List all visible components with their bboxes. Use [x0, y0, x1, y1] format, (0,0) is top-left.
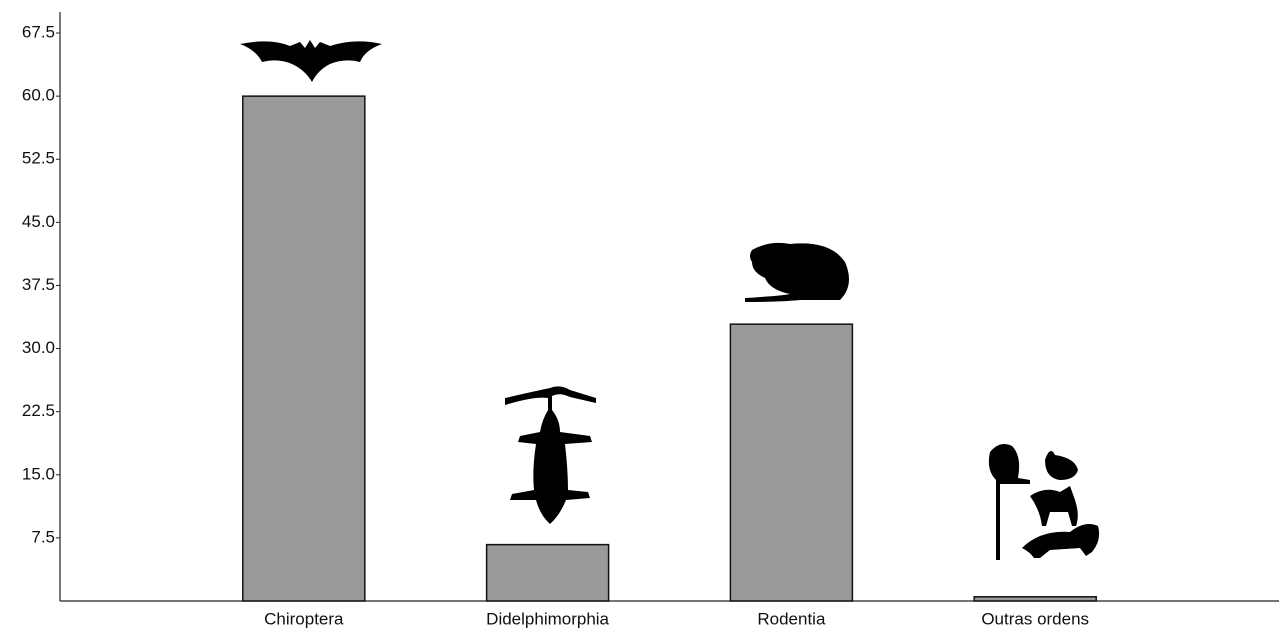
x-tick-label: Outras ordens: [981, 609, 1089, 628]
bat-icon: [240, 40, 382, 82]
y-tick-label: 45.0: [22, 212, 55, 231]
bar: [242, 95, 366, 602]
y-tick-label: 7.5: [31, 527, 55, 546]
icons: [240, 40, 1100, 560]
y-tick-label: 30.0: [22, 338, 55, 357]
x-tick-label: Didelphimorphia: [486, 609, 609, 628]
y-tick-label: 60.0: [22, 86, 55, 105]
y-tick-label: 67.5: [22, 23, 55, 42]
x-tick-label: Rodentia: [757, 609, 826, 628]
y-tick-label: 37.5: [22, 275, 55, 294]
x-tick-label: Chiroptera: [264, 609, 344, 628]
bar: [973, 596, 1097, 602]
other-icons: [988, 444, 1100, 560]
bar: [485, 543, 610, 602]
y-tick-label: 22.5: [22, 401, 55, 420]
y-tick-label: 52.5: [22, 149, 55, 168]
bar: [729, 323, 854, 602]
opossum-icon: [505, 386, 596, 524]
y-tick-label: 15.0: [22, 464, 55, 483]
rat-icon: [745, 242, 849, 302]
